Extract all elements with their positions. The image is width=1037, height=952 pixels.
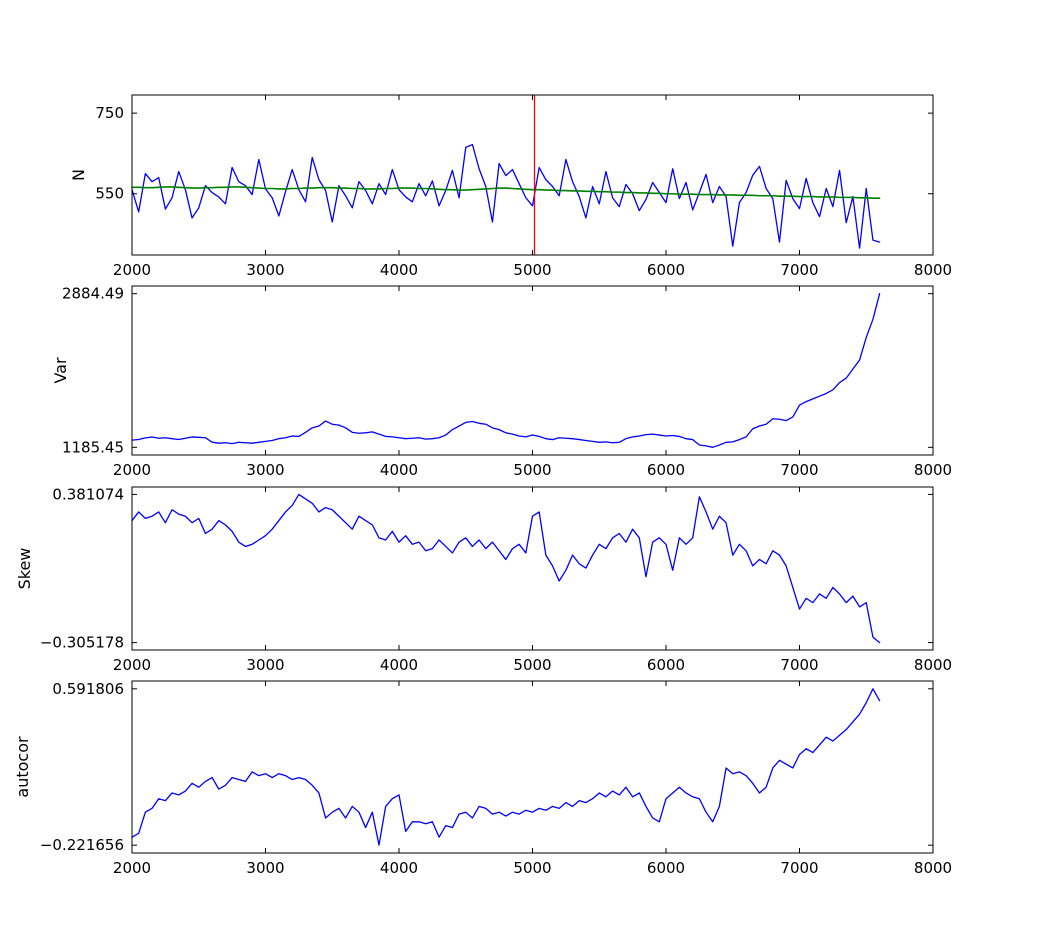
series-line-autocor — [131, 688, 881, 846]
series-line-Var — [131, 293, 881, 448]
x-tick-label: 4000 — [380, 461, 418, 479]
y-axis-label-autocor: autocor — [13, 736, 32, 798]
y-tick-label: 0.591806 — [52, 680, 124, 698]
y-tick-label: 1185.45 — [62, 438, 124, 456]
panel-autocor: 2000 3000 4000 5000 6000 7000 8000 0.591806 −0.2… — [13, 680, 952, 877]
y-tick-label: 2884.49 — [62, 285, 124, 303]
x-tick-label: 5000 — [513, 261, 551, 279]
y-axis-label-skew: Skew — [15, 548, 34, 590]
x-tick-label: 7000 — [780, 656, 818, 674]
series-line-Skew — [131, 493, 881, 644]
x-tick-label: 7000 — [780, 859, 818, 877]
x-tick-label: 3000 — [246, 261, 284, 279]
x-tick-label: 8000 — [914, 461, 952, 479]
x-tick-label: 6000 — [647, 859, 685, 877]
x-tick-label: 5000 — [513, 656, 551, 674]
series-line-N — [131, 143, 881, 249]
x-tick-label: 4000 — [380, 656, 418, 674]
x-tick-label: 4000 — [380, 261, 418, 279]
x-tick-label: 8000 — [914, 261, 952, 279]
x-tick-label: 7000 — [780, 461, 818, 479]
y-tick-label: −0.221656 — [40, 836, 124, 854]
x-tick-label: 3000 — [246, 461, 284, 479]
x-tick-label: 7000 — [780, 261, 818, 279]
x-tick-label: 4000 — [380, 859, 418, 877]
x-tick-label: 2000 — [113, 261, 151, 279]
x-tick-label: 8000 — [914, 859, 952, 877]
x-tick-label: 2000 — [113, 461, 151, 479]
x-tick-label: 5000 — [513, 461, 551, 479]
x-tick-label: 3000 — [246, 859, 284, 877]
y-tick-label: 0.381074 — [52, 485, 124, 503]
panel-var: 2000 3000 4000 5000 6000 7000 8000 2884.49 1185.… — [51, 285, 952, 479]
y-tick-label: 550 — [95, 185, 124, 203]
x-tick-label: 2000 — [113, 859, 151, 877]
x-tick-label: 2000 — [113, 656, 151, 674]
x-tick-label: 5000 — [513, 859, 551, 877]
y-axis-label-var: Var — [51, 357, 70, 384]
x-tick-label: 6000 — [647, 656, 685, 674]
panel-skew: 2000 3000 4000 5000 6000 7000 8000 0.381074 −0.3… — [15, 485, 952, 674]
x-tick-label: 8000 — [914, 656, 952, 674]
series-line-trend — [131, 186, 881, 199]
x-tick-label: 6000 — [647, 461, 685, 479]
y-axis-label-n: N — [69, 169, 88, 181]
x-tick-label: 6000 — [647, 261, 685, 279]
panel-n: 2000 3000 4000 5000 6000 7000 8000 750 550 N — [69, 94, 952, 279]
y-tick-label: −0.305178 — [40, 634, 124, 652]
x-tick-label: 3000 — [246, 656, 284, 674]
y-tick-label: 750 — [95, 104, 124, 122]
